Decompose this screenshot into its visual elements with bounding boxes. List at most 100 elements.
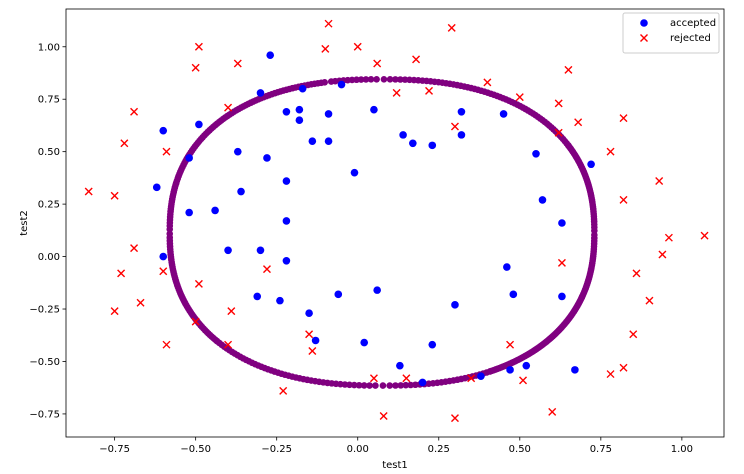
accepted-point xyxy=(451,301,459,309)
rejected-point xyxy=(447,23,456,32)
y-tick-label: −0.50 xyxy=(29,357,60,368)
x-axis-ticks: −0.75 −0.50 −0.25 0.00 0.25 0.50 0.75 1.00 xyxy=(99,437,693,455)
rejected-point xyxy=(353,42,362,51)
y-tick-label: −0.25 xyxy=(29,305,60,316)
rejected-point xyxy=(305,330,314,339)
rejected-point xyxy=(519,376,528,385)
accepted-point xyxy=(373,286,381,294)
accepted-point xyxy=(418,378,427,387)
accepted-point xyxy=(295,105,304,114)
rejected-point xyxy=(664,233,673,242)
accepted-point xyxy=(266,51,275,59)
accepted-point xyxy=(224,246,232,255)
rejected-point xyxy=(227,307,236,316)
boundary-dot xyxy=(407,381,414,389)
rejected-point xyxy=(392,88,401,97)
rejected-point xyxy=(159,267,168,276)
rejected-point xyxy=(619,363,628,372)
boundary-dot xyxy=(392,76,399,83)
rejected-point xyxy=(369,374,378,383)
boundary-dot xyxy=(355,381,363,389)
accepted-point xyxy=(263,154,271,162)
boundary-dot xyxy=(401,76,409,83)
accepted-point xyxy=(324,137,333,145)
rejected-point xyxy=(84,187,93,196)
y-tick-label: 0.50 xyxy=(38,147,60,158)
rejected-point xyxy=(194,42,203,51)
accepted-point xyxy=(282,108,291,116)
accepted-point xyxy=(457,131,466,139)
boundary-dot xyxy=(379,382,387,389)
accepted-point xyxy=(211,206,219,215)
rejected-point xyxy=(279,386,288,395)
plot-area xyxy=(65,8,725,438)
accepted-point xyxy=(298,84,307,93)
accepted-point xyxy=(538,196,547,204)
accepted-point xyxy=(159,252,168,261)
legend-accepted-marker xyxy=(640,19,648,27)
x-tick-label: 1.00 xyxy=(671,444,693,455)
rejected-point xyxy=(191,317,200,326)
rejected-point xyxy=(515,93,524,102)
boundary-dot xyxy=(360,382,368,389)
accepted-point xyxy=(152,183,161,192)
x-tick-label: 0.50 xyxy=(509,444,531,455)
y-tick-label: 0.00 xyxy=(38,252,60,263)
rejected-point xyxy=(321,44,330,53)
accepted-point xyxy=(522,361,531,370)
boundary-dot xyxy=(350,381,358,389)
rejected-point xyxy=(606,370,615,379)
boundary-dot xyxy=(362,76,370,83)
accepted-point xyxy=(185,154,193,162)
rejected-point xyxy=(629,330,638,339)
accepted-point xyxy=(571,366,579,374)
accepted-point xyxy=(396,361,404,370)
y-tick-label: 0.75 xyxy=(38,95,60,106)
rejected-point xyxy=(483,78,492,87)
accepted-point xyxy=(350,168,359,177)
accepted-point xyxy=(159,126,168,135)
accepted-point xyxy=(587,160,595,169)
x-tick-label: −0.75 xyxy=(99,444,130,455)
rejected-point xyxy=(130,107,139,116)
y-tick-label: −0.75 xyxy=(29,409,60,420)
rejected-point xyxy=(130,244,139,253)
y-axis-label: test2 xyxy=(19,210,30,236)
accepted-point xyxy=(499,110,508,118)
rejected-point xyxy=(425,86,434,95)
rejected-point xyxy=(191,63,200,72)
accepted-point xyxy=(558,219,566,227)
rejected-point xyxy=(506,340,515,349)
boundary-dot xyxy=(402,381,410,389)
accepted-point xyxy=(334,290,343,299)
rejected-point xyxy=(574,118,583,127)
boundary-dot xyxy=(357,76,365,83)
accepted-point xyxy=(295,116,304,124)
rejected-point xyxy=(308,346,317,355)
decision-boundary xyxy=(166,75,598,389)
boundary-dot xyxy=(386,76,394,83)
boundary-dot xyxy=(327,78,335,85)
boundary-dot xyxy=(367,76,375,83)
rejected-point xyxy=(194,279,203,288)
boundary-dot xyxy=(346,381,353,389)
accepted-point xyxy=(532,149,540,158)
accepted-point xyxy=(506,366,514,374)
boundary-dot xyxy=(392,382,399,389)
rejected-point xyxy=(619,195,628,204)
rejected-point xyxy=(224,103,233,112)
rejected-point xyxy=(467,374,476,383)
rejected-point xyxy=(136,298,145,307)
accepted-point xyxy=(256,246,265,255)
y-tick-label: 0.25 xyxy=(38,200,60,211)
rejected-point xyxy=(557,258,566,267)
legend-rejected-marker xyxy=(640,34,648,42)
boundary-dot xyxy=(372,382,379,389)
legend: accepted rejected xyxy=(622,12,720,54)
x-tick-label: 0.00 xyxy=(347,444,369,455)
rejected-point xyxy=(120,139,129,148)
accepted-point xyxy=(457,108,466,116)
accepted-point xyxy=(311,336,320,345)
